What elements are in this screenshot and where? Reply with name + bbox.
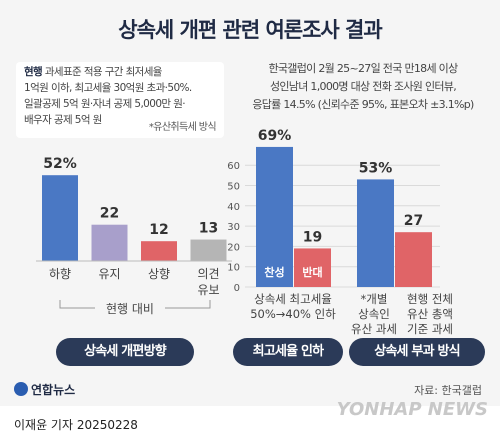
caption-left: 상속세 개편방향 (56, 338, 194, 366)
watermark: YONHAP NEWS (336, 399, 488, 420)
group-label-bg (95, 300, 165, 316)
page-title: 상속세 개편 관련 여론조사 결과 (118, 18, 382, 42)
category-label: 현행 전체 (407, 292, 453, 306)
author-label: 이재윤 기자 20250228 (14, 418, 138, 432)
survey-info: 한국갤럽이 2월 25~27일 전국 만18세 이상 성인남녀 1,000명 대… (228, 60, 498, 114)
bar-value-label: 19 (303, 229, 322, 245)
current-policy-note: *유산취득세 방식 (148, 122, 217, 133)
bar (256, 146, 293, 287)
bar (395, 232, 432, 287)
y-tick-label: 50 (227, 182, 240, 193)
current-policy-lead: 현행 (24, 66, 43, 78)
current-policy-line: 배우자 공제 5억 원 (24, 114, 102, 126)
group-label: 현행 대비 (106, 301, 154, 316)
brand-name: 연합뉴스 (31, 383, 76, 397)
current-policy-line: 일괄공제 5억 원·자녀 공제 5,000만 원· (24, 98, 186, 110)
bar-value-label: 13 (199, 221, 218, 237)
caption-middle: 최고세율 인하 (233, 338, 343, 366)
bar (357, 179, 394, 287)
caption-right: 상속세 부과 방식 (349, 338, 485, 366)
legend-label: 반대 (302, 265, 322, 279)
survey-info-line: 한국갤럽이 2월 25~27일 전국 만18세 이상 (268, 62, 458, 75)
footer-bar (0, 406, 500, 441)
category-label: 유산 과세 (351, 322, 397, 336)
bar (141, 241, 177, 261)
y-tick-label: 0 (234, 283, 240, 294)
y-tick-label: 10 (227, 263, 240, 274)
current-policy-line: 과세표준 적용 구간 최저세율 (44, 66, 163, 78)
category-label: 유산 총액 (407, 307, 453, 321)
bar-value-label: 52% (43, 156, 77, 172)
category-label: 상향 (148, 267, 170, 281)
y-tick-label: 30 (227, 222, 240, 233)
category-label: 유지 (98, 267, 120, 281)
y-tick-label: 20 (227, 242, 240, 253)
category-label: 하향 (49, 267, 71, 281)
brand-logo: 연합뉴스 (14, 381, 75, 398)
bar-value-label: 12 (149, 222, 168, 238)
category-label: 유보 (197, 283, 219, 297)
category-label: 50%→40% 인하 (250, 307, 336, 321)
brand-mark-icon (14, 382, 28, 396)
category-label: *개별 (361, 292, 388, 306)
survey-info-line: 응답률 14.5% (신뢰수준 95%, 표본오차 ±3.1%p) (252, 98, 474, 111)
bar (42, 175, 78, 261)
y-tick-label: 40 (227, 202, 240, 213)
bar-value-label: 53% (359, 160, 393, 176)
y-tick-label: 60 (227, 161, 240, 172)
category-label: 기준 과세 (407, 322, 453, 336)
bar (91, 224, 128, 261)
survey-info-line: 성인남녀 1,000명 대상 전화 조사원 인터뷰, (269, 80, 457, 93)
legend-label: 찬성 (264, 265, 284, 279)
current-policy-line: 1억원 이하, 최고세율 30억원 초과·50%. (24, 82, 192, 94)
category-label: 상속인 (358, 307, 390, 321)
bar (190, 239, 227, 261)
bar-value-label: 22 (100, 206, 119, 222)
category-label: 상속세 최고세율 (254, 292, 332, 306)
bar-value-label: 69% (258, 128, 292, 144)
bar-value-label: 27 (404, 213, 423, 229)
source-label: 자료: 한국갤럽 (414, 384, 482, 397)
category-label: 의견 (197, 267, 219, 281)
bar (294, 248, 331, 287)
current-policy-box: 현행 과세표준 적용 구간 최저세율 1억원 이하, 최고세율 30억원 초과·… (16, 62, 224, 138)
